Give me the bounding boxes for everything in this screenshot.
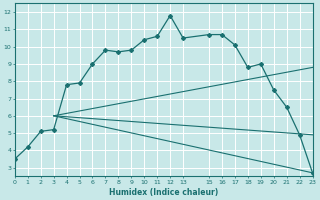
X-axis label: Humidex (Indice chaleur): Humidex (Indice chaleur): [109, 188, 218, 197]
